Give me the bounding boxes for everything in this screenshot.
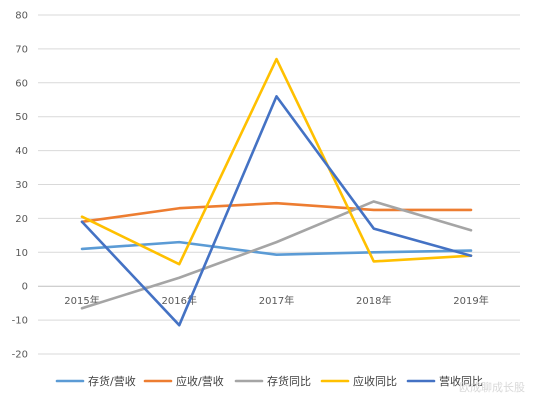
legend: 存货/营收 应收/营收 存货同比 应收同比 营收同比: [55, 374, 483, 388]
y-tick-label: 80: [15, 11, 28, 22]
y-tick-label: 60: [15, 78, 28, 89]
series-lines: [80, 57, 473, 327]
legend-item: 应收同比: [320, 374, 397, 388]
series-line-3: [80, 200, 473, 310]
legend-label: 存货同比: [267, 374, 311, 388]
series-line-5: [80, 95, 473, 327]
x-tick-label: 2015年: [64, 294, 99, 307]
legend-item: 应收/营收: [143, 374, 224, 388]
series-line-1: [80, 240, 473, 256]
y-axis: -20 -10 0 10 20 30 40 50 60 70 80: [12, 11, 28, 361]
legend-item: 存货/营收: [55, 374, 136, 388]
y-tick-label: 0: [22, 282, 28, 293]
legend-label: 应收/营收: [176, 374, 224, 388]
y-tick-label: 70: [15, 44, 28, 55]
y-tick-label: 50: [15, 112, 28, 123]
series-line-4: [80, 57, 473, 266]
x-tick-label: 2017年: [259, 294, 294, 307]
x-tick-label: 2019年: [453, 294, 488, 307]
legend-label: 应收同比: [353, 374, 397, 388]
y-tick-label: -10: [12, 316, 28, 327]
watermark: 欧成聊成长股: [459, 380, 525, 394]
y-tick-label: -20: [12, 350, 28, 361]
y-tick-label: 30: [15, 180, 28, 191]
y-tick-label: 40: [15, 146, 28, 157]
y-tick-label: 20: [15, 214, 28, 225]
y-tick-label: 10: [15, 248, 28, 259]
legend-item: 存货同比: [234, 374, 311, 388]
gridlines: [38, 14, 520, 355]
legend-label: 存货/营收: [88, 374, 136, 388]
x-axis: 2015年 2016年 2017年 2018年 2019年: [64, 294, 488, 307]
legend-item: 营收同比: [406, 374, 483, 388]
legend-label: 营收同比: [439, 374, 483, 388]
x-tick-label: 2018年: [356, 294, 391, 307]
